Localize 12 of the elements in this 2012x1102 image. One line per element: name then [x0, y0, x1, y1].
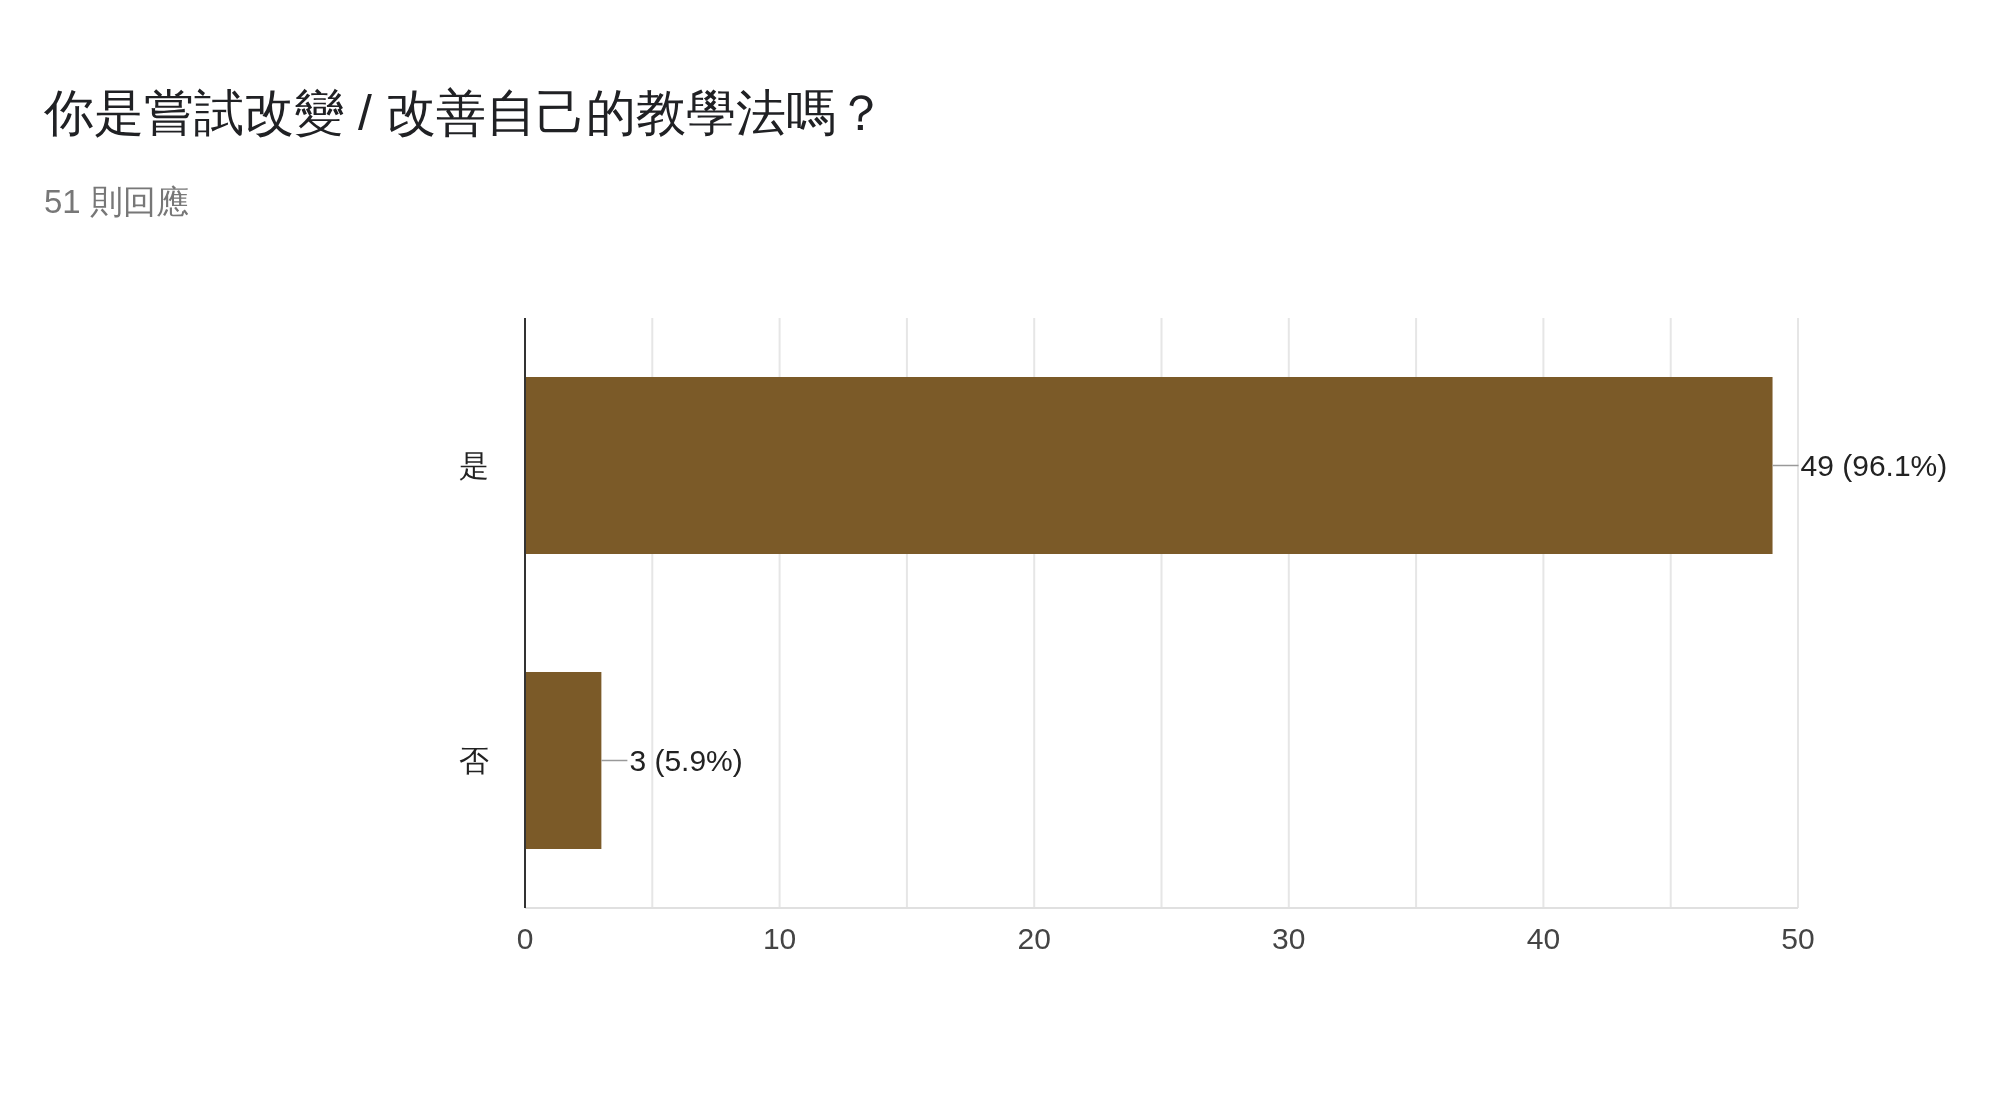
text: 51 則回應 — [44, 182, 189, 222]
x-tick-label: 0 — [516, 922, 534, 956]
x-tick-label: 10 — [762, 922, 797, 956]
x-tick-label: 30 — [1272, 922, 1306, 956]
y-tick-label: 是 — [459, 449, 489, 483]
data-label: 49 (96.1%) — [1800, 449, 1948, 482]
y-tick-label: 否 — [459, 744, 489, 778]
x-tick-label: 40 — [1526, 922, 1561, 956]
x-tick-label: 20 — [1017, 922, 1051, 956]
x-tick-label: 50 — [1781, 922, 1815, 956]
chart-title: 你是嘗試改變 / 改善自己的教學法嗎？ — [44, 84, 886, 143]
data-label: 3 (5.9%) — [629, 744, 743, 777]
